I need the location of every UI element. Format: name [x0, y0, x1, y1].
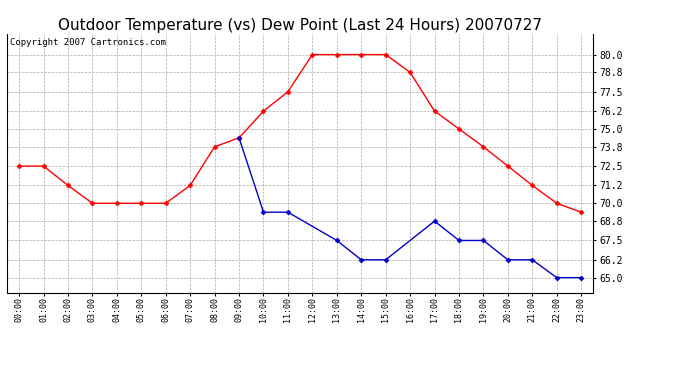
Title: Outdoor Temperature (vs) Dew Point (Last 24 Hours) 20070727: Outdoor Temperature (vs) Dew Point (Last… — [58, 18, 542, 33]
Text: Copyright 2007 Cartronics.com: Copyright 2007 Cartronics.com — [10, 38, 166, 46]
